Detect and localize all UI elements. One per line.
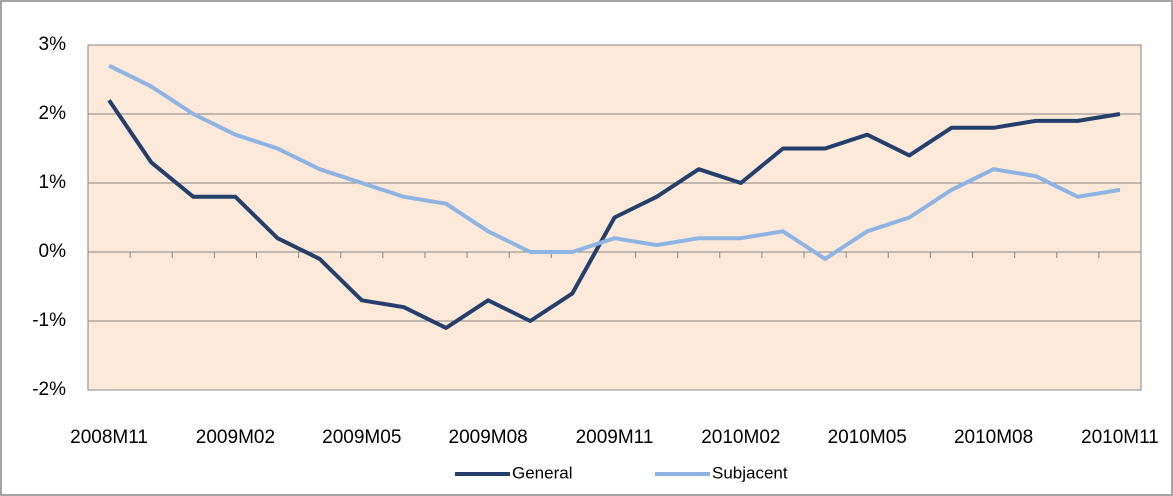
y-tick-label: -1% [32,310,66,331]
y-tick-label: 1% [39,172,67,193]
x-tick-label: 2009M08 [449,427,528,448]
line-series [108,63,1121,261]
x-tick-label: 2010M02 [701,427,780,448]
x-tick-label: 2010M11 [1081,427,1159,448]
x-tick-label: 2008M11 [70,427,148,448]
x-tick-label: 2010M08 [954,427,1033,448]
line-series [107,99,1121,330]
y-tick-label: 0% [39,241,67,262]
y-tick-label: -2% [32,379,66,400]
y-tick-label: 2% [39,103,67,124]
x-tick-label: 2009M05 [322,427,401,448]
y-tick-label: 3% [39,34,67,55]
x-tick-label: 2009M02 [196,427,275,448]
x-tick-label: 2009M11 [576,427,654,448]
legend-label: General [512,463,572,482]
x-tick-label: 2010M05 [828,427,907,448]
legend-label: Subjacent [712,463,788,482]
